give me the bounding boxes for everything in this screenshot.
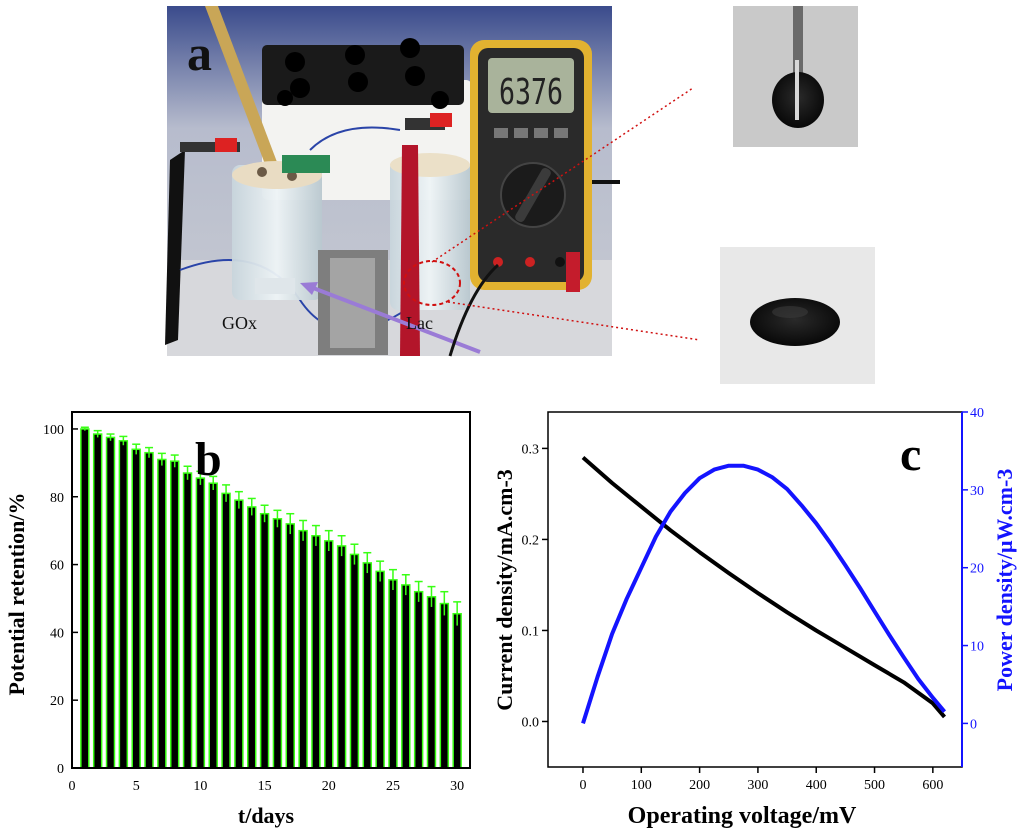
x-tick-label: 200 bbox=[689, 778, 710, 793]
bar bbox=[182, 472, 193, 769]
bar bbox=[105, 436, 116, 769]
bar bbox=[234, 499, 244, 769]
plot-frame bbox=[71, 411, 471, 769]
multimeter-reading: 6376 bbox=[499, 72, 563, 113]
bar bbox=[208, 482, 218, 769]
y-axis-label: Potential retention/% bbox=[4, 492, 29, 695]
x-tick-label: 0 bbox=[69, 779, 76, 794]
x-tick-label: 5 bbox=[133, 779, 140, 794]
bar bbox=[324, 540, 334, 769]
bar bbox=[221, 492, 231, 769]
inset-photo-electrode bbox=[733, 6, 858, 147]
y-tick-label: 100 bbox=[43, 423, 64, 438]
axes-group: 0 5 10 15 20 25 30 0 20 40 60 80 100 bbox=[43, 411, 471, 794]
bar bbox=[144, 451, 154, 769]
bar bbox=[349, 553, 360, 769]
y-tick-label: 40 bbox=[50, 626, 64, 641]
y-tick-label-right: 0 bbox=[970, 717, 977, 732]
bar bbox=[401, 584, 411, 769]
bar bbox=[169, 460, 180, 769]
panel-a-letter: a bbox=[187, 25, 212, 81]
power-current-chart: 0 100 200 300 400 500 600 0.0 0.1 0.2 0.3 0 10 20 30 40… bbox=[492, 406, 1017, 829]
bar bbox=[375, 570, 385, 769]
bar bbox=[157, 458, 167, 769]
bar bbox=[298, 529, 308, 769]
y-tick-label-right: 10 bbox=[970, 640, 984, 655]
panel-c-letter: c bbox=[900, 428, 921, 481]
bar bbox=[247, 506, 257, 769]
y-tick-label-right: 20 bbox=[970, 562, 984, 577]
x-axis-label: t/days bbox=[238, 803, 295, 828]
x-tick-label: 30 bbox=[450, 779, 464, 794]
x-tick-label: 25 bbox=[386, 779, 400, 794]
current-density-line bbox=[581, 455, 947, 719]
panel-a-photo: a 6376 GOx Lac bbox=[165, 6, 875, 384]
bar bbox=[439, 602, 450, 769]
power-density-line bbox=[581, 463, 947, 724]
label-gox: GOx bbox=[222, 313, 257, 333]
bar bbox=[80, 428, 90, 769]
lines-group bbox=[581, 455, 947, 724]
lab-setup-photo bbox=[165, 6, 620, 357]
bar bbox=[388, 579, 398, 769]
y-tick-label-left: 0.3 bbox=[522, 442, 540, 457]
x-axis-label: Operating voltage/mV bbox=[628, 803, 857, 829]
y-tick-label: 60 bbox=[50, 559, 64, 574]
x-tick-label: 15 bbox=[258, 779, 272, 794]
y-tick-label-left: 0.0 bbox=[522, 715, 540, 730]
bar bbox=[426, 596, 437, 769]
bar bbox=[311, 535, 321, 769]
axes-group: 0 100 200 300 400 500 600 0.0 0.1 0.2 0.3 0 10 20 30 40 bbox=[522, 406, 985, 793]
bar bbox=[452, 612, 462, 769]
bars-group bbox=[80, 426, 462, 769]
y-tick-label-left: 0.2 bbox=[522, 533, 540, 548]
bar bbox=[362, 562, 373, 769]
inset-photo-drop bbox=[720, 247, 875, 384]
x-tick-label: 0 bbox=[579, 778, 586, 793]
x-tick-label: 100 bbox=[631, 778, 652, 793]
y-tick-label: 0 bbox=[57, 762, 64, 777]
bar bbox=[118, 440, 129, 769]
panel-b-letter: b bbox=[195, 433, 222, 486]
bar bbox=[195, 477, 206, 769]
y-tick-label-right: 40 bbox=[970, 406, 984, 421]
bar bbox=[413, 590, 424, 769]
y-tick-label: 80 bbox=[50, 491, 64, 506]
y-tick-label: 20 bbox=[50, 694, 64, 709]
y-tick-label-right: 30 bbox=[970, 484, 984, 499]
x-tick-label: 300 bbox=[747, 778, 768, 793]
y-axis-label-right: Power density/μW.cm-3 bbox=[992, 469, 1017, 692]
bar bbox=[336, 545, 347, 769]
bar bbox=[92, 433, 103, 769]
retention-bar-chart: 0 5 10 15 20 25 30 0 20 40 60 80 100 b t/days Potent… bbox=[4, 411, 471, 828]
x-tick-label: 600 bbox=[922, 778, 943, 793]
label-lac: Lac bbox=[406, 313, 433, 333]
x-tick-label: 20 bbox=[322, 779, 336, 794]
bar bbox=[259, 512, 270, 769]
callout-line-top bbox=[431, 87, 694, 263]
x-tick-label: 500 bbox=[864, 778, 885, 793]
y-axis-label-left: Current density/mA.cm-3 bbox=[492, 469, 517, 711]
bar bbox=[272, 518, 283, 769]
x-tick-label: 400 bbox=[806, 778, 827, 793]
y-tick-label-left: 0.1 bbox=[522, 624, 540, 639]
x-tick-label: 10 bbox=[193, 779, 207, 794]
bar bbox=[285, 523, 295, 769]
bar bbox=[131, 448, 141, 769]
